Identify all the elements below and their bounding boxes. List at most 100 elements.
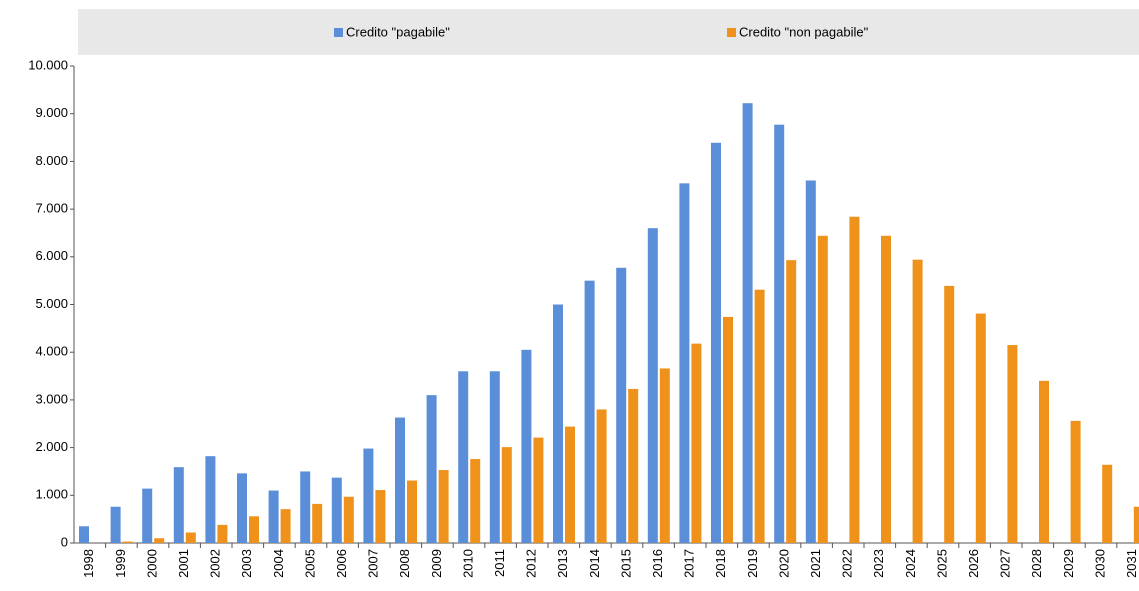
bar <box>774 124 785 544</box>
bar <box>912 259 923 543</box>
bar <box>711 142 721 543</box>
x-tick-label: 2003 <box>239 549 254 578</box>
bar <box>426 395 437 543</box>
bar <box>521 349 532 543</box>
x-tick-label: 2005 <box>302 549 317 578</box>
bar <box>395 417 405 543</box>
bar <box>249 516 259 543</box>
x-tick-label: 2008 <box>397 549 412 578</box>
bar <box>584 280 595 543</box>
bar <box>596 409 607 543</box>
x-tick-label: 2011 <box>492 549 507 577</box>
bar <box>331 477 342 543</box>
bar <box>975 313 986 543</box>
x-tick-label: 2012 <box>524 549 539 578</box>
bar <box>154 538 165 543</box>
bar <box>501 447 512 543</box>
y-tick-label: 7.000 <box>35 201 68 216</box>
y-tick-label: 4.000 <box>35 344 68 359</box>
bar <box>205 456 216 543</box>
bar <box>407 480 417 543</box>
x-tick-label: 2007 <box>366 549 381 578</box>
bar <box>375 490 386 543</box>
x-tick-label: 2027 <box>998 549 1013 578</box>
y-tick-label: 2.000 <box>35 439 68 454</box>
bar <box>458 371 469 543</box>
x-tick-label: 2025 <box>934 549 949 578</box>
x-tick-label: 2018 <box>713 549 728 578</box>
x-tick-label: 2019 <box>745 549 760 578</box>
bar <box>647 228 658 543</box>
bar <box>280 509 291 543</box>
bar <box>849 216 860 543</box>
bar <box>470 459 481 543</box>
x-tick-label: 2017 <box>682 549 697 578</box>
y-tick-label: 1.000 <box>35 487 68 502</box>
bar <box>489 371 500 543</box>
bar <box>300 471 311 543</box>
x-tick-label: 2024 <box>903 549 918 578</box>
x-tick-label: 2010 <box>460 549 475 578</box>
y-tick-label: 3.000 <box>35 391 68 406</box>
y-tick-label: 5.000 <box>35 296 68 311</box>
bar <box>679 183 690 544</box>
x-tick-label: 2022 <box>840 549 855 578</box>
x-tick-label: 2004 <box>271 549 286 578</box>
x-tick-label: 2026 <box>966 549 981 578</box>
x-tick-label: 1999 <box>113 549 128 578</box>
legend-swatch <box>334 28 343 37</box>
bar <box>173 467 184 543</box>
y-tick-label: 0 <box>61 534 68 549</box>
legend-label: Credito "non pagabile" <box>739 24 869 39</box>
bar <box>616 267 627 543</box>
bar <box>312 503 323 543</box>
x-tick-label: 2020 <box>776 549 791 578</box>
x-tick-label: 2014 <box>587 549 602 578</box>
x-tick-label: 2016 <box>650 549 665 578</box>
x-tick-label: 2021 <box>808 549 823 578</box>
x-tick-label: 2028 <box>1029 549 1044 578</box>
bar <box>438 470 449 543</box>
bar <box>185 532 196 543</box>
bar <box>786 260 797 543</box>
x-tick-label: 2000 <box>144 549 159 578</box>
x-tick-label: 2002 <box>208 549 223 578</box>
bar <box>110 506 121 543</box>
bar <box>659 368 670 543</box>
bar <box>237 473 247 543</box>
x-tick-label: 2029 <box>1061 549 1076 578</box>
bar <box>754 289 765 543</box>
bar <box>142 488 153 543</box>
y-tick-label: 8.000 <box>35 153 68 168</box>
bar <box>1133 506 1139 543</box>
bar <box>805 180 816 544</box>
bar <box>691 343 702 543</box>
bar <box>565 426 575 543</box>
legend-label: Credito "pagabile" <box>346 24 450 39</box>
bar <box>1007 345 1018 543</box>
bar <box>553 304 563 543</box>
y-tick-label: 6.000 <box>35 248 68 263</box>
x-tick-label: 2001 <box>176 549 191 578</box>
bar <box>817 235 828 543</box>
bar <box>881 235 891 543</box>
legend-swatch <box>727 28 736 37</box>
bar <box>533 437 544 543</box>
x-tick-label: 2009 <box>429 549 444 578</box>
y-tick-label: 10.000 <box>28 57 68 72</box>
bar <box>343 496 354 543</box>
bar <box>1039 380 1049 543</box>
legend-box <box>78 9 1139 55</box>
x-tick-label: 2006 <box>334 549 349 578</box>
bar <box>628 388 639 543</box>
bar <box>79 526 89 543</box>
bar <box>268 490 279 543</box>
bar <box>944 285 955 543</box>
x-tick-label: 2023 <box>871 549 886 578</box>
bar <box>363 448 374 543</box>
x-tick-label: 2030 <box>1092 549 1107 578</box>
x-tick-label: 2031 <box>1124 549 1139 578</box>
bar <box>1102 464 1113 543</box>
y-tick-label: 9.000 <box>35 105 68 120</box>
